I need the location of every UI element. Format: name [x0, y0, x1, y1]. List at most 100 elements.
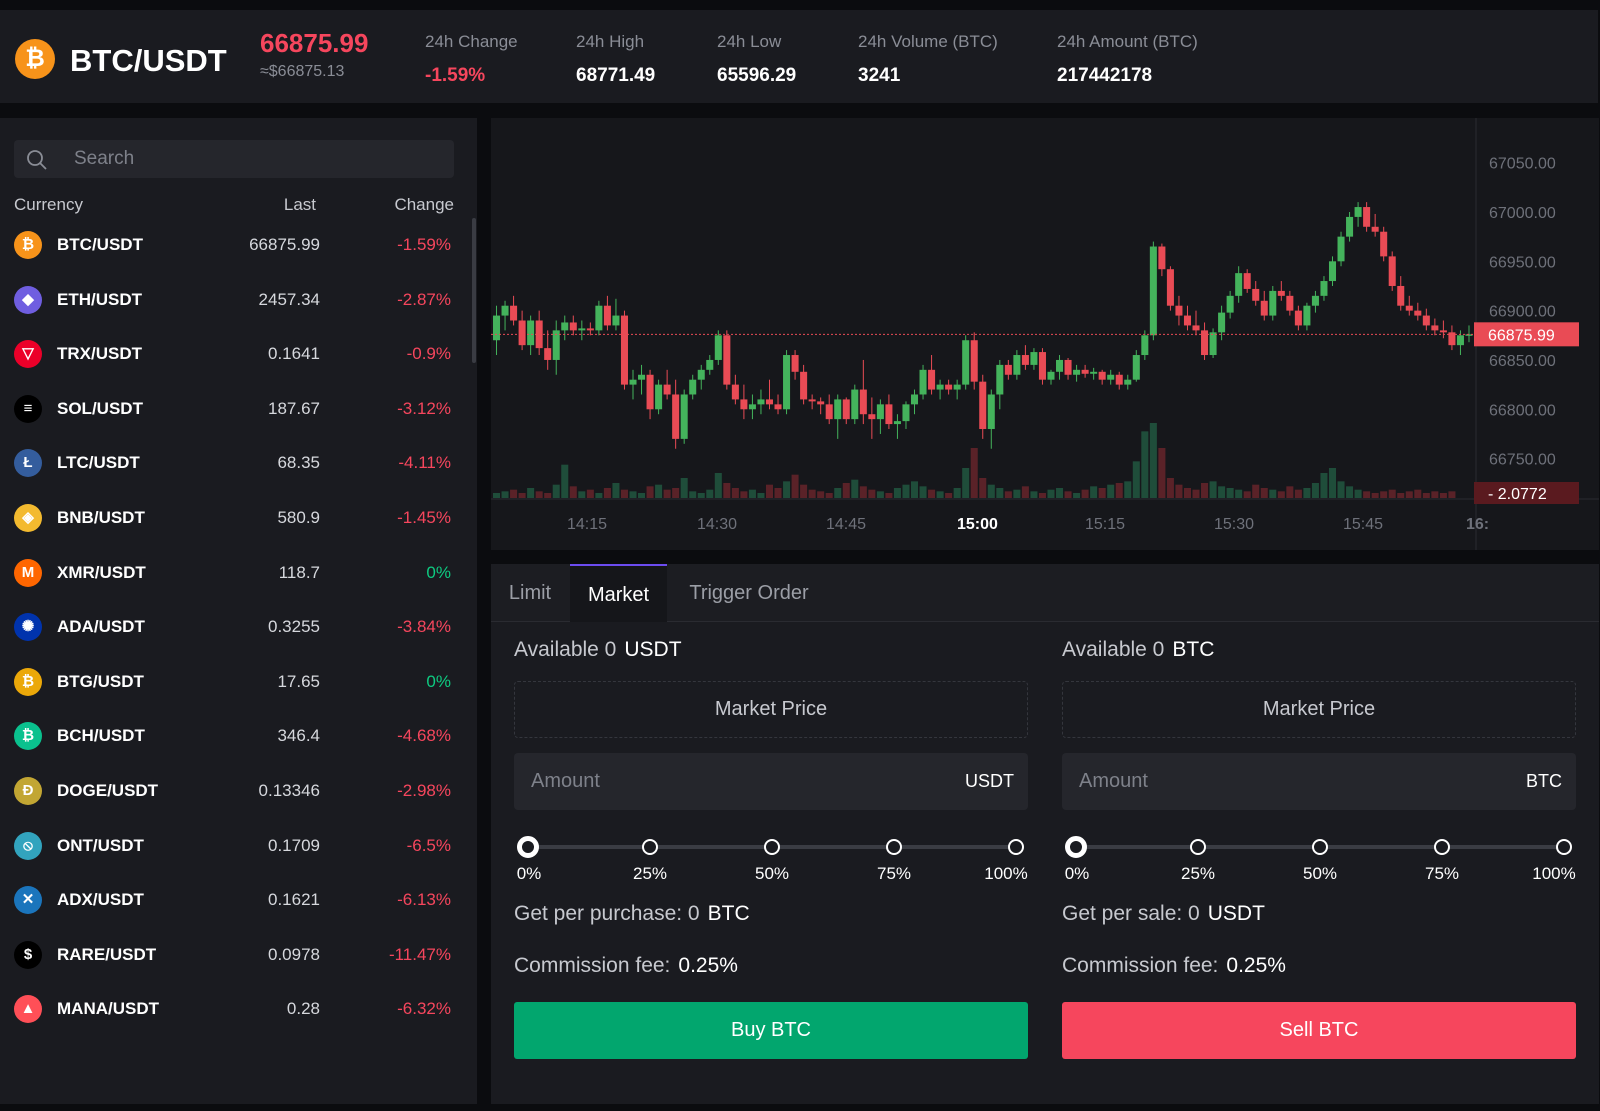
coin-row-bch[interactable]: ₿ BCH/USDT 346.4 -4.68% — [0, 709, 465, 764]
volume-bar — [552, 484, 560, 498]
candle-body — [1448, 332, 1456, 346]
volume-bar — [1397, 493, 1405, 498]
search-input[interactable] — [74, 140, 444, 178]
coin-row-xmr[interactable]: M XMR/USDT 118.7 0% — [0, 546, 465, 601]
search-box[interactable] — [14, 140, 454, 178]
slider-stop-50[interactable] — [764, 839, 780, 855]
volume-bar — [842, 483, 850, 498]
volume-bar — [493, 493, 501, 498]
available-currency: BTC — [1172, 638, 1215, 661]
buy-button[interactable]: Buy BTC — [514, 1002, 1028, 1059]
y-tick-label: 66750.00 — [1489, 452, 1556, 469]
slider-stop-25[interactable] — [1190, 839, 1206, 855]
volume-bar — [1192, 489, 1200, 498]
coin-row-btg[interactable]: ₿ BTG/USDT 17.65 0% — [0, 655, 465, 710]
candle-body — [1013, 355, 1021, 375]
column-header-last[interactable]: Last — [283, 195, 316, 214]
column-header-change[interactable]: Change — [394, 195, 454, 214]
coin-last-price: 17.65 — [277, 671, 320, 691]
volume-bar — [723, 483, 731, 498]
candle-body — [1098, 371, 1106, 380]
coin-row-adx[interactable]: ✕ ADX/USDT 0.1621 -6.13% — [0, 873, 465, 928]
candle-body — [1337, 236, 1345, 262]
slider-handle[interactable] — [1065, 836, 1087, 858]
tab-market[interactable]: Market — [570, 564, 667, 622]
coin-symbol: BCH/USDT — [57, 726, 145, 746]
coin-symbol: ONT/USDT — [57, 835, 144, 855]
candlestick-chart[interactable]: 67050.00 67000.00 66950.00 66900.00 66850.00… — [491, 118, 1599, 550]
price-chart[interactable]: 67050.00 67000.00 66950.00 66900.00 66850.00… — [491, 118, 1599, 550]
stat-label: 24h Low — [717, 32, 782, 51]
candle-body — [1320, 281, 1328, 296]
candle-body — [765, 399, 774, 405]
sell-percent-slider[interactable]: 0% 25% 50% 75% 100% — [1062, 828, 1576, 888]
litecoin-icon: Ł — [14, 449, 42, 478]
coin-row-ltc[interactable]: Ł LTC/USDT 68.35 -4.11% — [0, 436, 465, 491]
candle-body — [1004, 364, 1012, 375]
slider-stop-25[interactable] — [642, 839, 658, 855]
x-tick-label: 14:15 — [567, 516, 607, 533]
coin-last-price: 0.1621 — [268, 890, 320, 910]
slider-stop-50[interactable] — [1312, 839, 1328, 855]
candle-body — [970, 340, 978, 382]
buy-percent-slider[interactable]: 0% 25% 50% 75% 100% — [514, 828, 1028, 888]
dogecoin-icon: Ð — [14, 776, 42, 805]
candle-body — [783, 355, 791, 410]
list-scrollbar[interactable] — [472, 218, 476, 363]
buy-amount-input[interactable] — [531, 753, 911, 810]
volume-bar — [1064, 491, 1072, 498]
volume-bar — [928, 489, 936, 498]
candle-body — [928, 369, 936, 390]
tab-trigger-order[interactable]: Trigger Order — [689, 582, 809, 604]
volume-bar — [1294, 489, 1302, 498]
candle-body — [1107, 374, 1115, 380]
candle-body — [561, 322, 569, 331]
coin-change: -1.59% — [397, 235, 451, 254]
sell-button[interactable]: Sell BTC — [1062, 1002, 1576, 1059]
stat-24h-volume: 24h Volume (BTC) 3241 — [858, 32, 998, 87]
coin-row-btc[interactable]: ₿ BTC/USDT 66875.99 -1.59% — [0, 218, 465, 273]
get-currency: BTC — [707, 902, 750, 925]
sell-amount-input[interactable] — [1079, 753, 1459, 810]
slider-stop-100[interactable] — [1008, 839, 1024, 855]
column-header-currency[interactable]: Currency — [14, 195, 83, 214]
stat-label: 24h High — [576, 32, 645, 51]
coin-row-trx[interactable]: ▽ TRX/USDT 0.1641 -0.9% — [0, 327, 465, 382]
volume-bar — [620, 489, 628, 498]
candle-body — [1124, 379, 1132, 385]
sell-available: Available 0 BTC — [1062, 638, 1214, 662]
slider-stop-100[interactable] — [1556, 839, 1572, 855]
coin-row-eth[interactable]: ◆ ETH/USDT 2457.34 -2.87% — [0, 273, 465, 328]
coin-row-sol[interactable]: ≡ SOL/USDT 187.67 -3.12% — [0, 382, 465, 437]
slider-stop-75[interactable] — [1434, 839, 1450, 855]
coin-symbol: DOGE/USDT — [57, 780, 159, 800]
candle-body — [962, 340, 970, 385]
coin-row-rare[interactable]: $ RARE/USDT 0.0978 -11.47% — [0, 928, 465, 983]
candle-body — [885, 404, 893, 425]
coin-row-mana[interactable]: ▲ MANA/USDT 0.28 -6.32% — [0, 982, 465, 1037]
percent-label: 0% — [1064, 864, 1090, 883]
candle-body — [1465, 334, 1473, 336]
candle-body — [1277, 290, 1285, 296]
coin-row-doge[interactable]: Ð DOGE/USDT 0.13346 -2.98% — [0, 764, 465, 819]
tab-limit[interactable]: Limit — [508, 582, 552, 604]
coin-row-ont[interactable]: ⦸ ONT/USDT 0.1709 -6.5% — [0, 819, 465, 874]
candle-body — [1141, 335, 1149, 356]
percent-label: 0% — [516, 864, 542, 883]
last-price-usd: ≈$66875.13 — [260, 63, 345, 80]
candle-body — [740, 399, 748, 410]
candle-body — [1166, 269, 1174, 306]
volume-bar — [1056, 488, 1064, 498]
slider-handle[interactable] — [517, 836, 539, 858]
volume-bar — [757, 493, 765, 498]
candle-body — [1388, 256, 1396, 286]
coin-symbol: LTC/USDT — [57, 453, 140, 473]
sell-amount-box[interactable]: BTC — [1062, 753, 1576, 810]
coin-row-ada[interactable]: ✺ ADA/USDT 0.3255 -3.84% — [0, 600, 465, 655]
buy-amount-box[interactable]: USDT — [514, 753, 1028, 810]
slider-stop-75[interactable] — [886, 839, 902, 855]
coin-row-bnb[interactable]: ◈ BNB/USDT 580.9 -1.45% — [0, 491, 465, 546]
volume-bar — [825, 493, 833, 498]
candle-body — [791, 355, 799, 372]
candle-body — [834, 399, 842, 420]
